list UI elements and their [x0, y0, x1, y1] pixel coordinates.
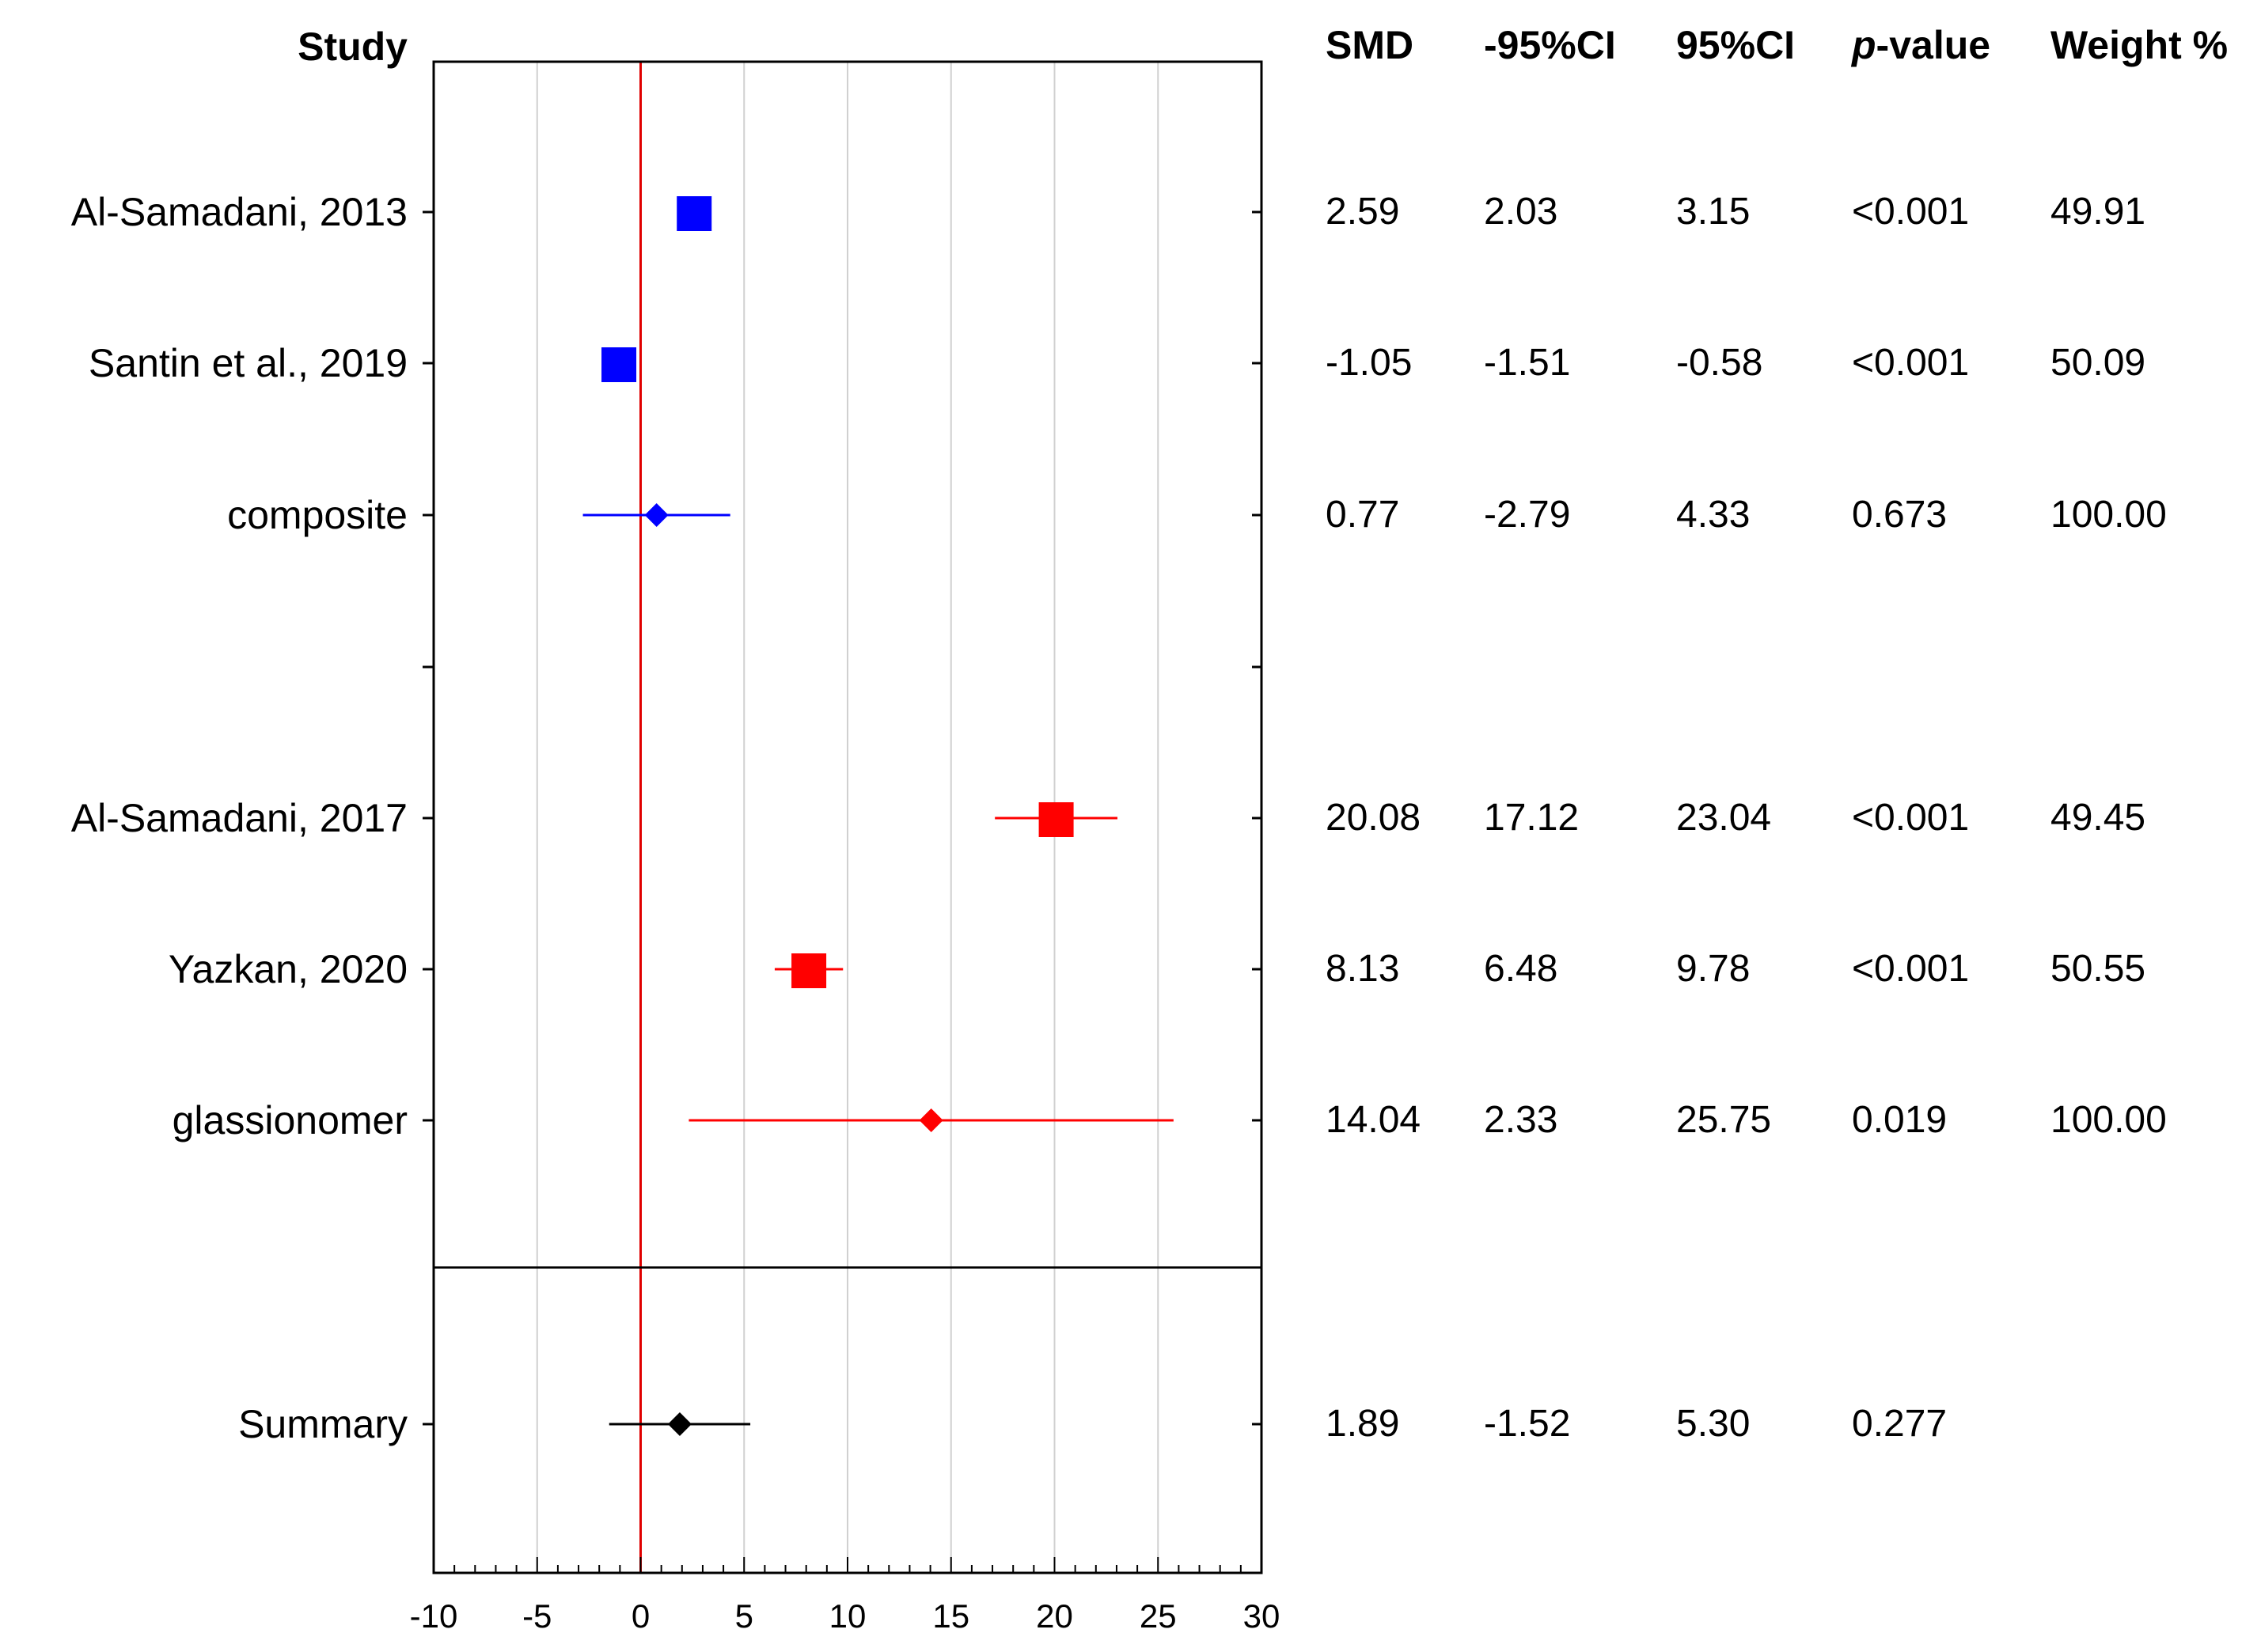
x-tick-label: 20	[1036, 1597, 1073, 1635]
value-lower: 2.03	[1484, 191, 1557, 233]
x-tick-label: -5	[522, 1597, 552, 1635]
value-weight: 50.09	[2050, 342, 2145, 384]
study-label: Yazkan, 2020	[169, 947, 408, 991]
value-weight: 49.91	[2050, 191, 2145, 233]
study-row: glassionomer 14.04 2.33 25.75 0.019 100.00	[173, 1098, 2167, 1142]
value-smd: 8.13	[1326, 948, 1399, 990]
study-label: glassionomer	[173, 1098, 408, 1142]
value-smd: 2.59	[1326, 191, 1399, 233]
header-study: Study	[298, 25, 408, 69]
x-tick-label: 25	[1140, 1597, 1177, 1635]
header-smd: SMD	[1326, 23, 1413, 67]
value-p: <0.001	[1852, 342, 1969, 384]
x-tick-label: 5	[735, 1597, 753, 1635]
study-row: Yazkan, 2020 8.13 6.48 9.78 <0.001 50.55	[169, 947, 2145, 991]
value-upper: 5.30	[1676, 1403, 1750, 1445]
study-rows: Al-Samadani, 2013 2.59 2.03 3.15 <0.001 49.91…	[71, 190, 2167, 1446]
value-p: 0.277	[1852, 1403, 1947, 1445]
study-label: Al-Samadani, 2017	[71, 796, 408, 840]
header-upper-ci: 95%CI	[1676, 23, 1795, 67]
study-row: Al-Samadani, 2013 2.59 2.03 3.15 <0.001 49.91	[71, 190, 2145, 234]
x-axis: -10 -5 0 5 10 15 20 25 30	[410, 1557, 1280, 1635]
effect-square	[1038, 802, 1074, 837]
value-smd: -1.05	[1326, 342, 1412, 384]
effect-diamond	[667, 1412, 692, 1436]
header-p-value: p-value	[1850, 23, 1990, 67]
x-tick-label: 10	[829, 1597, 867, 1635]
effect-square	[677, 196, 712, 231]
value-lower: 6.48	[1484, 948, 1557, 990]
value-p: 0.673	[1852, 494, 1947, 536]
value-upper: 25.75	[1676, 1099, 1771, 1141]
header-lower-ci: -95%CI	[1484, 23, 1616, 67]
value-lower: 2.33	[1484, 1099, 1557, 1141]
effect-square	[791, 953, 827, 988]
study-label: Santin et al., 2019	[89, 341, 408, 385]
effect-square	[601, 347, 637, 382]
value-p: <0.001	[1852, 191, 1969, 233]
value-p: <0.001	[1852, 948, 1969, 990]
value-weight: 100.00	[2050, 494, 2167, 536]
effect-diamond	[919, 1108, 943, 1132]
value-weight: 49.45	[2050, 797, 2145, 839]
study-row: composite 0.77 -2.79 4.33 0.673 100.00	[227, 493, 2167, 537]
value-p: 0.019	[1852, 1099, 1947, 1141]
value-upper: 3.15	[1676, 191, 1750, 233]
value-lower: -1.51	[1484, 342, 1570, 384]
value-weight: 50.55	[2050, 948, 2145, 990]
value-upper: 9.78	[1676, 948, 1750, 990]
value-smd: 14.04	[1326, 1099, 1421, 1141]
x-tick-label: 15	[932, 1597, 969, 1635]
value-p: <0.001	[1852, 797, 1969, 839]
value-weight: 100.00	[2050, 1099, 2167, 1141]
value-lower: -1.52	[1484, 1403, 1570, 1445]
study-row: Al-Samadani, 2017 20.08 17.12 23.04 <0.001 49…	[71, 796, 2145, 840]
value-lower: -2.79	[1484, 494, 1570, 536]
value-smd: 0.77	[1326, 494, 1399, 536]
value-upper: -0.58	[1676, 342, 1762, 384]
study-row: Summary 1.89 -1.52 5.30 0.277	[238, 1402, 1947, 1446]
effect-diamond	[644, 503, 669, 527]
value-lower: 17.12	[1484, 797, 1579, 839]
study-label: Al-Samadani, 2013	[71, 190, 408, 234]
value-smd: 20.08	[1326, 797, 1421, 839]
study-label: Summary	[238, 1402, 408, 1446]
value-smd: 1.89	[1326, 1403, 1399, 1445]
study-label: composite	[227, 493, 408, 537]
x-tick-label: 0	[632, 1597, 650, 1635]
study-row: Santin et al., 2019 -1.05 -1.51 -0.58 <0.001…	[89, 341, 2145, 385]
value-upper: 23.04	[1676, 797, 1771, 839]
x-tick-label: 30	[1243, 1597, 1280, 1635]
header-weight: Weight %	[2050, 23, 2228, 67]
x-tick-label: -10	[410, 1597, 458, 1635]
column-headers: Study SMD -95%CI 95%CI p-value Weight %	[298, 23, 2228, 69]
row-tick-marks	[423, 210, 1261, 1426]
value-upper: 4.33	[1676, 494, 1750, 536]
